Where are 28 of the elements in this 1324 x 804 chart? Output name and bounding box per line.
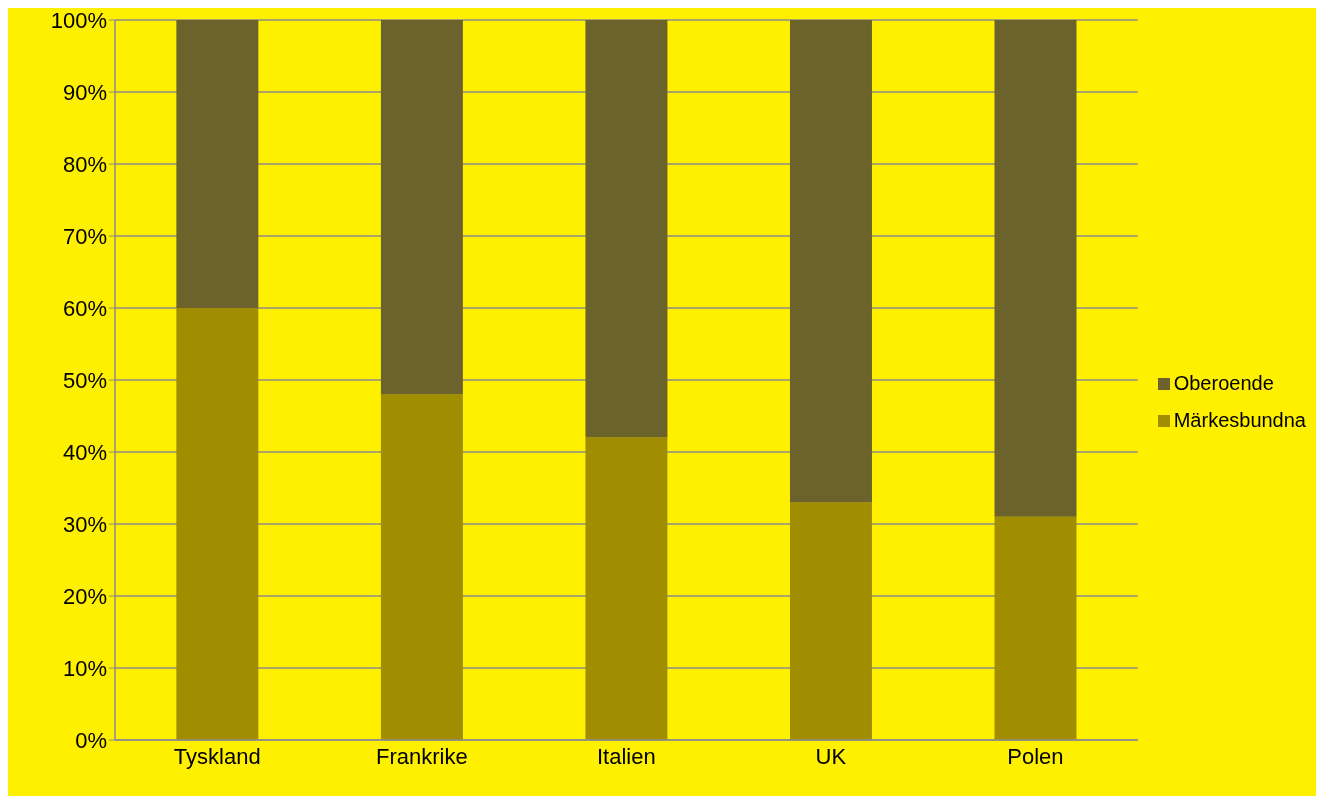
- x-tick-label: Polen: [1007, 743, 1064, 769]
- bar: [994, 20, 1077, 517]
- bar: [789, 20, 872, 503]
- bar: [176, 308, 259, 740]
- y-tick-label: 80%: [62, 151, 107, 177]
- legend-label: Märkesbundna: [1173, 409, 1306, 432]
- bar: [380, 20, 463, 395]
- y-tick-label: 90%: [62, 79, 107, 105]
- y-tick-label: 50%: [62, 367, 107, 393]
- bar: [585, 20, 668, 438]
- y-tick-label: 40%: [62, 439, 107, 465]
- bar: [380, 394, 463, 740]
- bar: [789, 502, 872, 740]
- x-tick-label: Frankrike: [375, 743, 468, 769]
- y-tick-label: 10%: [62, 655, 107, 681]
- y-tick-label: 60%: [62, 295, 107, 321]
- bar: [585, 437, 668, 740]
- x-tick-label: Italien: [596, 743, 656, 769]
- bar: [994, 516, 1077, 740]
- y-tick-label: 0%: [75, 727, 107, 753]
- x-tick-label: Tyskland: [173, 743, 261, 769]
- x-tick-label: UK: [815, 743, 847, 769]
- legend-label: Oberoende: [1173, 372, 1274, 395]
- y-tick-label: 20%: [62, 583, 107, 609]
- y-tick-label: 30%: [62, 511, 107, 537]
- y-tick-label: 100%: [50, 7, 107, 33]
- bar: [176, 20, 259, 308]
- y-tick-label: 70%: [62, 223, 107, 249]
